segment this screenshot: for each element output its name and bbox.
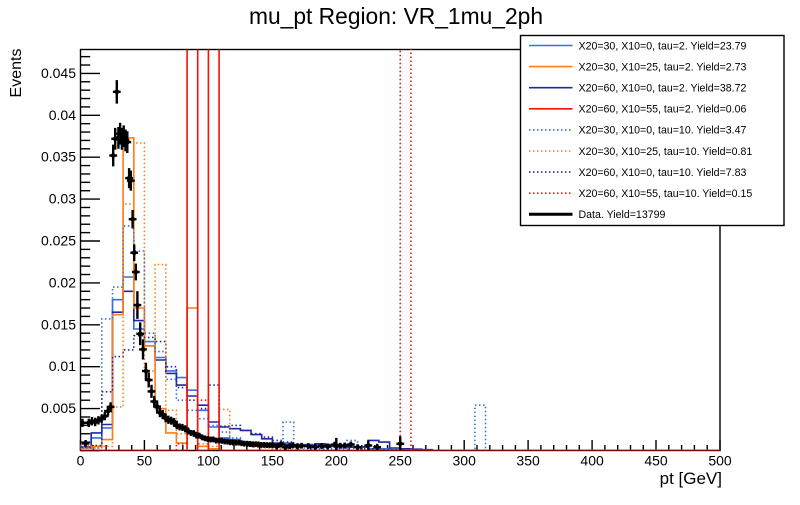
svg-text:0.025: 0.025	[41, 233, 76, 249]
svg-text:X20=30, X10=0, tau=10. Yield=3: X20=30, X10=0, tau=10. Yield=3.47	[579, 125, 747, 137]
svg-text:300: 300	[453, 453, 477, 469]
svg-text:X20=60, X10=0, tau=10. Yield=7: X20=60, X10=0, tau=10. Yield=7.83	[579, 167, 747, 179]
svg-text:0.02: 0.02	[49, 274, 76, 290]
svg-text:X20=30, X10=25, tau=2. Yield=2: X20=30, X10=25, tau=2. Yield=2.73	[579, 61, 747, 73]
svg-text:0.015: 0.015	[41, 316, 76, 332]
svg-text:pt [GeV]: pt [GeV]	[660, 469, 722, 488]
svg-text:Data. Yield=13799: Data. Yield=13799	[579, 209, 666, 221]
svg-text:350: 350	[516, 453, 540, 469]
svg-text:100: 100	[197, 453, 221, 469]
svg-text:X20=60, X10=55, tau=2. Yield=0: X20=60, X10=55, tau=2. Yield=0.06	[579, 104, 747, 116]
svg-text:0: 0	[77, 453, 85, 469]
svg-text:0.035: 0.035	[41, 149, 76, 165]
svg-text:200: 200	[325, 453, 349, 469]
svg-text:X20=60, X10=0, tau=2. Yield=38: X20=60, X10=0, tau=2. Yield=38.72	[579, 83, 747, 95]
svg-text:X20=60, X10=55, tau=10. Yield=: X20=60, X10=55, tau=10. Yield=0.15	[579, 188, 753, 200]
svg-text:0.03: 0.03	[49, 191, 76, 207]
svg-text:Events: Events	[8, 49, 25, 98]
svg-text:400: 400	[580, 453, 604, 469]
svg-text:0.01: 0.01	[49, 358, 76, 374]
svg-text:0.045: 0.045	[41, 65, 76, 81]
svg-text:X20=30, X10=0, tau=2. Yield=23: X20=30, X10=0, tau=2. Yield=23.79	[579, 40, 747, 52]
svg-text:500: 500	[708, 453, 732, 469]
svg-text:150: 150	[261, 453, 285, 469]
svg-text:250: 250	[389, 453, 413, 469]
svg-text:mu_pt Region: VR_1mu_2ph: mu_pt Region: VR_1mu_2ph	[249, 3, 543, 29]
svg-text:50: 50	[137, 453, 153, 469]
svg-text:0.005: 0.005	[41, 400, 76, 416]
svg-text:X20=30, X10=25, tau=10. Yield=: X20=30, X10=25, tau=10. Yield=0.81	[579, 146, 753, 158]
svg-text:0.04: 0.04	[49, 107, 76, 123]
svg-text:450: 450	[644, 453, 668, 469]
